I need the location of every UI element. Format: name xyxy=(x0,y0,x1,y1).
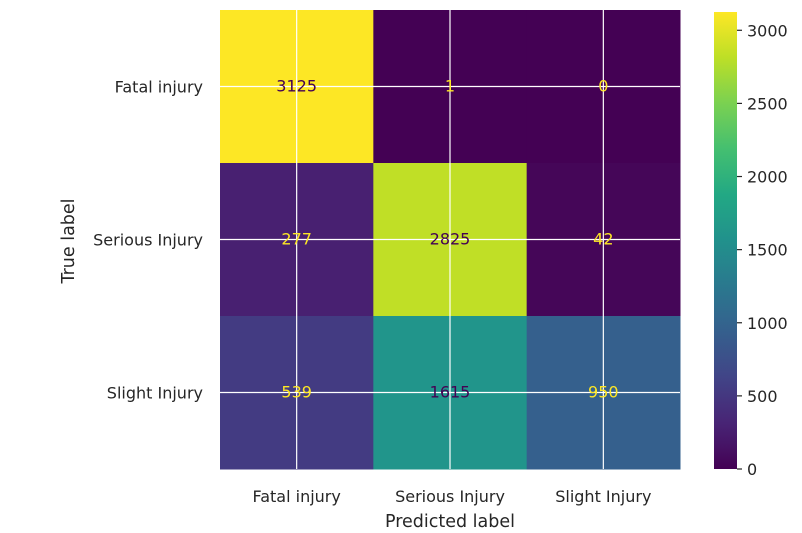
colorbar-tick-label: 2500 xyxy=(747,94,788,113)
y-tick-label: Slight Injury xyxy=(107,384,203,403)
colorbar-tick-label: 0 xyxy=(747,460,757,479)
cell-value-label: 1615 xyxy=(430,383,471,402)
cell-value-labels: 3125 1 0 277 2825 42 539 1615 950 xyxy=(276,77,618,402)
cell-value-label: 1 xyxy=(445,77,455,96)
cell-value-label: 2825 xyxy=(430,230,471,249)
cell-value-label: 0 xyxy=(598,77,608,96)
colorbar-tick-label: 1500 xyxy=(747,241,788,260)
cell-value-label: 3125 xyxy=(276,77,317,96)
y-tick-label: Serious Injury xyxy=(93,231,203,250)
cell-value-label: 42 xyxy=(593,230,613,249)
x-tick-label: Fatal injury xyxy=(252,487,340,506)
x-tick-label: Slight Injury xyxy=(555,487,651,506)
x-axis-label: Predicted label xyxy=(385,512,515,532)
colorbar-tick-label: 3000 xyxy=(747,21,788,40)
cell-value-label: 950 xyxy=(588,383,619,402)
cell-value-label: 277 xyxy=(281,230,312,249)
colorbar-tick-label: 1000 xyxy=(747,314,788,333)
colorbar-gradient xyxy=(714,12,737,469)
x-tick-label: Serious Injury xyxy=(395,487,505,506)
y-tick-label: Fatal injury xyxy=(115,78,203,97)
axis-ticks: Fatal injury Serious Injury Slight Injury F… xyxy=(93,78,651,507)
cell-value-label: 539 xyxy=(281,383,312,402)
y-axis-label: True label xyxy=(59,198,79,284)
colorbar-tick-label: 500 xyxy=(747,387,778,406)
grid-lines xyxy=(220,10,680,469)
colorbar-tick-label: 2000 xyxy=(747,168,788,187)
colorbar: 0 500 1000 1500 2000 2500 3000 xyxy=(714,12,788,479)
